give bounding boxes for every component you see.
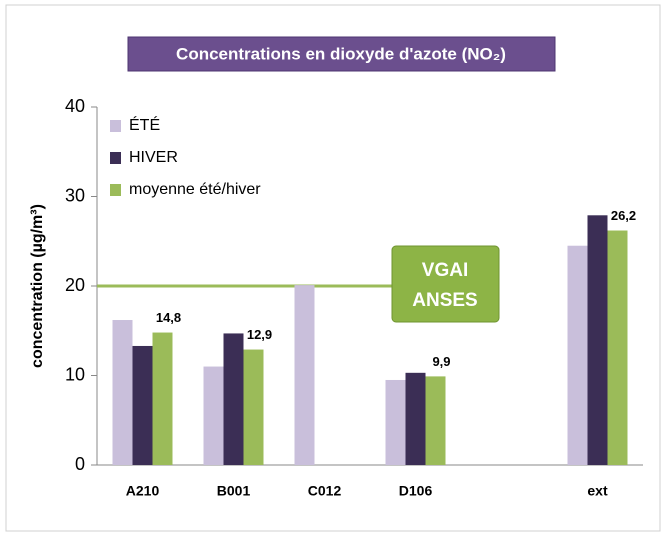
bar xyxy=(243,349,264,465)
chart-border xyxy=(5,4,661,532)
annotation-text: VGAI xyxy=(422,260,468,281)
bar xyxy=(294,285,315,465)
annotation-box xyxy=(391,245,500,323)
legend-swatch xyxy=(110,120,121,132)
data-label: 14,8 xyxy=(156,310,181,325)
y-tick-label: 20 xyxy=(65,275,85,295)
bar xyxy=(223,333,244,465)
y-tick-label: 30 xyxy=(65,185,85,205)
x-tick-label: ext xyxy=(587,483,608,499)
bar xyxy=(607,230,628,465)
title-box xyxy=(127,36,556,72)
bar xyxy=(405,372,426,465)
bar xyxy=(425,376,446,465)
data-label: 9,9 xyxy=(432,354,450,369)
bar xyxy=(203,366,224,465)
legend-swatch xyxy=(110,184,121,196)
bar xyxy=(132,345,153,465)
y-tick-label: 10 xyxy=(65,364,85,384)
x-tick-label: B001 xyxy=(217,483,251,499)
bar xyxy=(587,215,608,465)
y-axis-label: concentration (µg/m³) xyxy=(29,204,46,368)
legend-label: ÉTÉ xyxy=(129,115,160,134)
bar xyxy=(112,320,133,465)
y-tick-label: 0 xyxy=(75,454,85,474)
bar xyxy=(567,245,588,465)
x-tick-label: D106 xyxy=(399,483,433,499)
x-tick-label: A210 xyxy=(126,483,160,499)
data-label: 26,2 xyxy=(611,208,636,223)
annotation-text: ANSES xyxy=(412,290,477,311)
bar xyxy=(152,332,173,465)
legend-label: HIVER xyxy=(129,149,178,166)
legend-label: moyenne été/hiver xyxy=(129,181,261,198)
chart-title: Concentrations en dioxyde d'azote (NO₂) xyxy=(176,44,506,63)
y-tick-label: 40 xyxy=(65,96,85,116)
data-label: 12,9 xyxy=(247,327,272,342)
legend-swatch xyxy=(110,152,121,164)
bar xyxy=(385,379,406,465)
x-tick-label: C012 xyxy=(308,483,342,499)
